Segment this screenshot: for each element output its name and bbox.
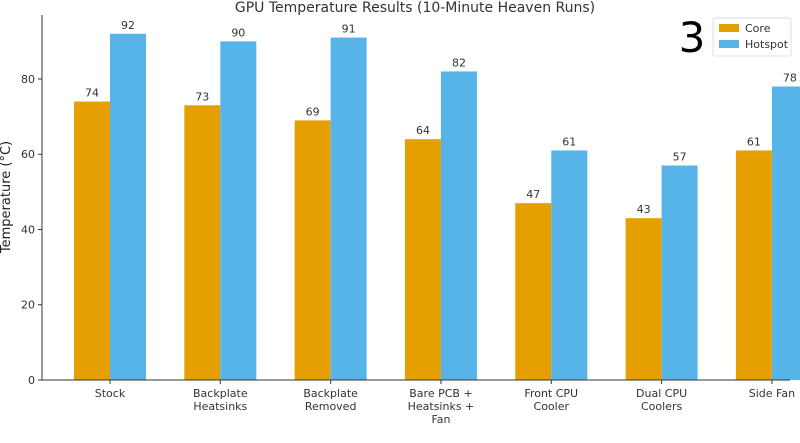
bar-core: [404, 139, 441, 380]
bar-hotspot: [551, 150, 588, 380]
bar-hotspot: [110, 33, 146, 381]
x-tick-label: Stock: [95, 387, 126, 400]
legend-label-hotspot: Hotspot: [745, 38, 789, 51]
bar-hotspot: [220, 41, 257, 380]
bar-hotspot: [661, 165, 698, 380]
y-tick-label: 0: [28, 374, 35, 387]
x-tick-label: Backplate Heatsinks: [193, 387, 248, 413]
legend-swatch-hotspot: [719, 40, 739, 48]
data-label: 73: [195, 90, 209, 103]
y-tick-label: 40: [21, 223, 35, 236]
bar-core: [735, 150, 772, 380]
legend-label-core: Core: [745, 22, 771, 35]
data-label: 92: [121, 19, 135, 32]
x-tick-label: Dual CPU Coolers: [636, 387, 687, 413]
data-label: 69: [306, 105, 320, 118]
data-label: 61: [747, 135, 761, 148]
data-label: 82: [452, 56, 466, 69]
x-tick-label: Side Fan: [749, 387, 795, 400]
bars: 74 92 73 90 69 91 64 82 47 61 43 57 61 78: [74, 19, 800, 381]
x-tick-label: Front CPU Cooler: [524, 387, 578, 413]
data-label: 47: [526, 188, 540, 201]
bar-hotspot: [330, 37, 367, 380]
y-tick-label: 80: [21, 73, 35, 86]
data-label: 74: [85, 87, 99, 100]
bar-hotspot: [440, 71, 477, 380]
axes: Stock Backplate Heatsinks Backplate Removed B…: [21, 15, 795, 426]
bar-hotspot: [771, 86, 800, 380]
chart-title: GPU Temperature Results (10-Minute Heave…: [235, 0, 595, 16]
y-axis-label: Temperature (°C): [0, 141, 14, 254]
bar-core: [184, 105, 221, 381]
bar-core: [625, 218, 662, 380]
annotation-number: 3: [679, 13, 706, 62]
x-tick-label: Backplate Removed: [303, 387, 358, 413]
legend: Core Hotspot: [712, 17, 792, 57]
x-tick-label: Bare PCB + Heatsinks + Fan: [408, 387, 475, 426]
bar-core: [74, 101, 110, 381]
data-label: 78: [783, 71, 797, 84]
data-label: 43: [637, 203, 651, 216]
data-label: 91: [342, 23, 356, 36]
legend-swatch-core: [719, 24, 739, 32]
data-label: 57: [673, 151, 687, 164]
data-label: 90: [231, 26, 245, 39]
bar-core: [294, 120, 331, 380]
data-label: 61: [562, 135, 576, 148]
data-label: 64: [416, 124, 430, 137]
bar-core: [515, 203, 552, 380]
y-tick-label: 20: [21, 299, 35, 312]
y-tick-label: 60: [21, 148, 35, 161]
